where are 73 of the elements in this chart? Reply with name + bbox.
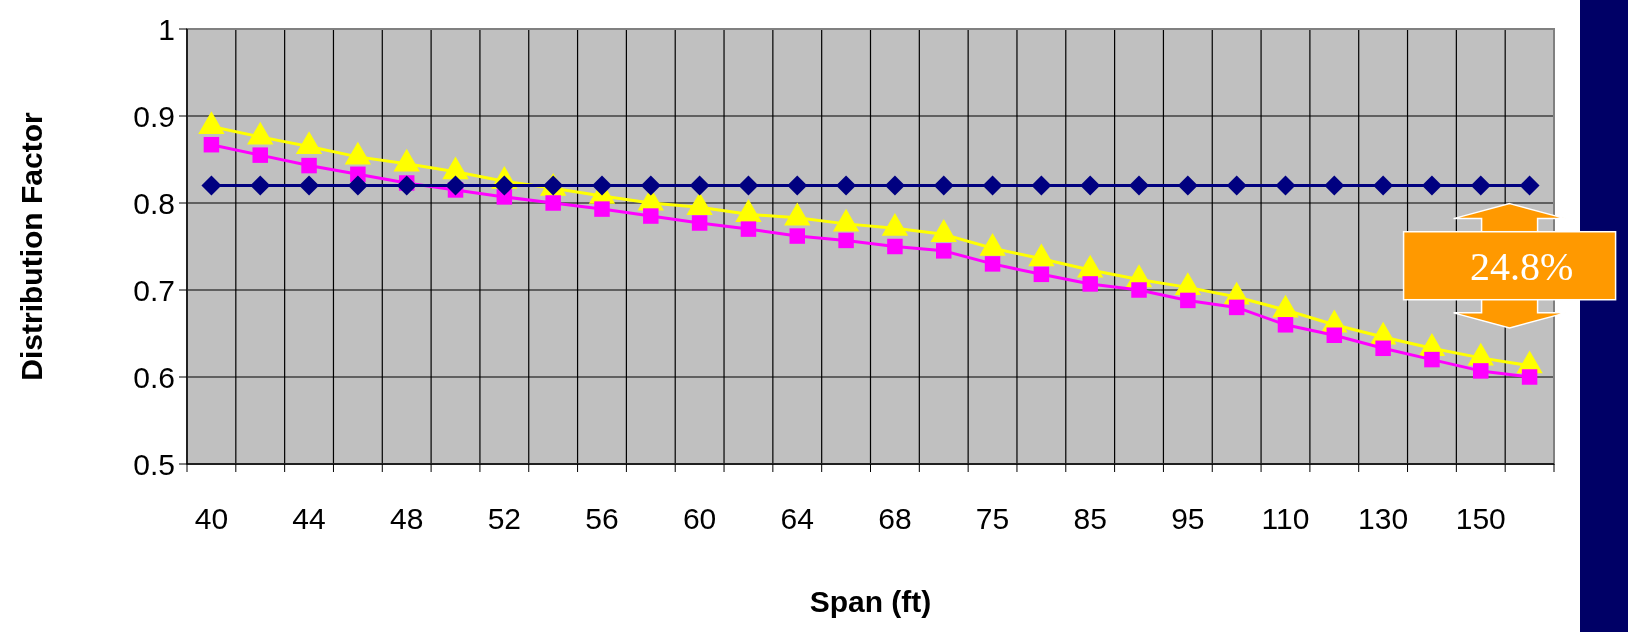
point xyxy=(396,175,417,196)
point xyxy=(689,175,710,196)
point xyxy=(1226,175,1247,196)
point xyxy=(1473,363,1489,379)
y-tick-label: 0.5 xyxy=(133,447,175,481)
point xyxy=(838,232,854,249)
x-tick-label: 130 xyxy=(1358,502,1409,535)
point xyxy=(591,175,612,196)
annotation: 24.8% xyxy=(1469,243,1574,289)
point xyxy=(301,157,317,174)
x-tick-label: 150 xyxy=(1455,502,1506,535)
point xyxy=(1080,175,1101,196)
y-tick-label: 0.7 xyxy=(133,273,175,307)
x-tick-label: 40 xyxy=(194,502,229,535)
point xyxy=(1521,369,1538,385)
point xyxy=(643,208,659,224)
point xyxy=(1324,175,1345,196)
point xyxy=(201,175,222,196)
x-axis-title: Span (ft) xyxy=(809,585,932,618)
point xyxy=(1033,266,1050,283)
point xyxy=(1180,292,1196,309)
point xyxy=(347,175,368,196)
point xyxy=(884,175,905,196)
point xyxy=(738,175,759,196)
point xyxy=(545,195,561,211)
point xyxy=(1131,282,1147,298)
x-tick-label: 95 xyxy=(1171,502,1205,535)
point xyxy=(1375,340,1391,357)
x-tick-label: 75 xyxy=(975,502,1010,535)
x-tick-label: 68 xyxy=(878,502,912,535)
point xyxy=(1082,276,1098,292)
x-tick-label: 52 xyxy=(487,502,522,535)
point xyxy=(982,175,1003,196)
point xyxy=(1228,299,1245,316)
point xyxy=(250,175,271,196)
point xyxy=(252,147,268,163)
point xyxy=(1275,175,1296,196)
point xyxy=(740,221,757,237)
point xyxy=(1421,175,1442,196)
point xyxy=(594,201,610,217)
point xyxy=(299,175,320,196)
x-tick-label: 85 xyxy=(1073,502,1107,535)
y-axis-title: Distribution Factor xyxy=(15,112,48,381)
point xyxy=(935,243,952,259)
y-tick-label: 0.9 xyxy=(133,99,175,133)
x-tick-label: 48 xyxy=(390,502,424,535)
y-tick-label: 0.6 xyxy=(133,360,175,394)
point xyxy=(1031,175,1052,196)
point xyxy=(1326,327,1343,343)
point xyxy=(933,175,954,196)
point xyxy=(1277,317,1294,333)
point xyxy=(1373,175,1394,196)
x-tick-label: 56 xyxy=(585,502,619,535)
point xyxy=(1519,175,1540,196)
point xyxy=(1129,175,1150,196)
x-tick-label: 110 xyxy=(1261,502,1310,535)
x-tick-label: 60 xyxy=(682,502,717,535)
point xyxy=(787,175,808,196)
y-tick-label: 0.8 xyxy=(133,186,175,220)
point xyxy=(1424,351,1440,368)
point xyxy=(640,175,661,196)
x-tick-label: 64 xyxy=(780,502,814,535)
point xyxy=(203,136,220,153)
point xyxy=(887,238,903,255)
x-tick-label: 44 xyxy=(292,502,326,535)
point xyxy=(691,215,708,231)
point xyxy=(445,175,466,196)
y-tick-label: 1 xyxy=(158,12,175,46)
point xyxy=(836,175,857,196)
point xyxy=(789,228,806,244)
point xyxy=(984,256,1001,272)
point xyxy=(1470,175,1491,196)
point xyxy=(1177,175,1198,196)
